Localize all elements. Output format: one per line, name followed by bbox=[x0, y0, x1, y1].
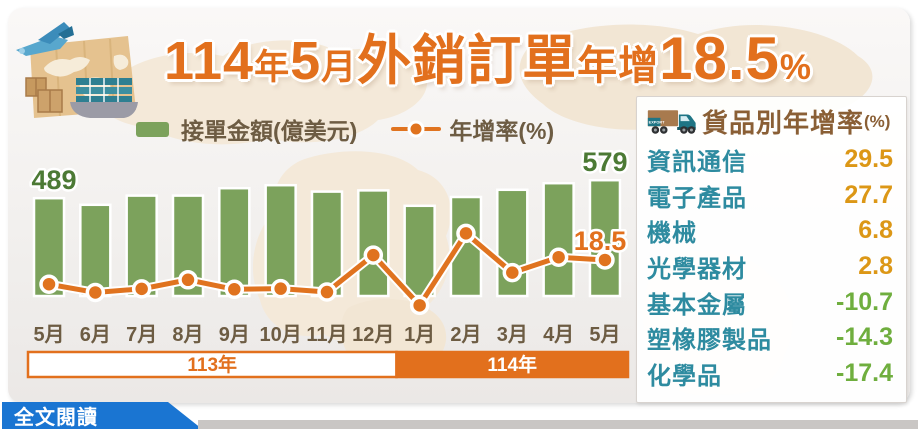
export-truck-icon: EXPORT bbox=[647, 109, 696, 134]
category-row: 機械 6.8 bbox=[647, 213, 893, 249]
category-value: 2.8 bbox=[858, 252, 893, 281]
panel-title-unit: (%) bbox=[864, 111, 891, 131]
airplane-icon bbox=[16, 22, 74, 56]
category-value: 27.7 bbox=[844, 180, 893, 209]
category-label: 資訊通信 bbox=[647, 149, 747, 177]
title-segment: 月 bbox=[321, 48, 358, 87]
category-label: 光學器材 bbox=[647, 256, 747, 284]
category-label: 機械 bbox=[647, 220, 697, 248]
category-label: 電子產品 bbox=[647, 184, 747, 212]
category-value: 29.5 bbox=[844, 145, 893, 174]
cargo-ship-icon bbox=[70, 78, 138, 118]
title-segment: 5 bbox=[290, 31, 322, 91]
title-segment: 外銷訂單 bbox=[357, 31, 578, 91]
page-title: 114 年 5 月外銷訂單 年增 18.5% bbox=[128, 16, 848, 98]
title-segment: 114 bbox=[163, 31, 255, 91]
bottom-strip bbox=[198, 420, 918, 429]
category-value: -10.7 bbox=[836, 287, 893, 316]
panel-title: 貨品別年增率 bbox=[702, 108, 865, 138]
category-row: 化學品 -17.4 bbox=[647, 356, 893, 392]
category-row: 資訊通信 29.5 bbox=[647, 142, 893, 178]
svg-text:EXPORT: EXPORT bbox=[649, 120, 665, 124]
category-value: 6.8 bbox=[858, 216, 893, 245]
category-row: 基本金屬 -10.7 bbox=[647, 284, 893, 320]
read-more-button[interactable]: 全文閱讀 bbox=[2, 402, 202, 429]
trade-illustration bbox=[16, 22, 138, 118]
category-row: 電子產品 27.7 bbox=[647, 178, 893, 214]
bar-legend-swatch bbox=[136, 121, 169, 137]
category-row: 塑橡膠製品 -14.3 bbox=[647, 320, 893, 356]
line-legend-icon bbox=[391, 119, 442, 139]
panel-header: EXPORT 貨品別年增率 (%) bbox=[647, 103, 893, 140]
title-segment: 年增 bbox=[577, 44, 660, 88]
chart-legend: 接單金額(億美元) 年增率(%) bbox=[136, 113, 554, 145]
title-segment: 年 bbox=[254, 48, 291, 87]
category-rows: 資訊通信 29.5 電子產品 27.7 機械 6.8 光學器材 2.8 基本金屬 -10.7 塑橡膠… bbox=[647, 142, 893, 391]
category-label: 化學品 bbox=[647, 362, 722, 390]
boxes-icon bbox=[25, 77, 63, 113]
read-more-label: 全文閱讀 bbox=[14, 407, 98, 429]
category-value: -14.3 bbox=[836, 323, 893, 352]
category-growth-panel: EXPORT 貨品別年增率 (%) 資訊通信 29.5 電子產品 27.7 機械 6.8 光… bbox=[636, 96, 907, 403]
category-value: -17.4 bbox=[836, 358, 893, 387]
category-row: 光學器材 2.8 bbox=[647, 249, 893, 285]
category-label: 基本金屬 bbox=[647, 291, 747, 319]
title-segment: % bbox=[779, 48, 813, 87]
category-label: 塑橡膠製品 bbox=[647, 327, 772, 355]
title-segment: 18.5 bbox=[659, 25, 780, 92]
bar-legend-label: 接單金額(億美元) bbox=[181, 118, 358, 144]
line-legend-label: 年增率(%) bbox=[449, 118, 555, 144]
